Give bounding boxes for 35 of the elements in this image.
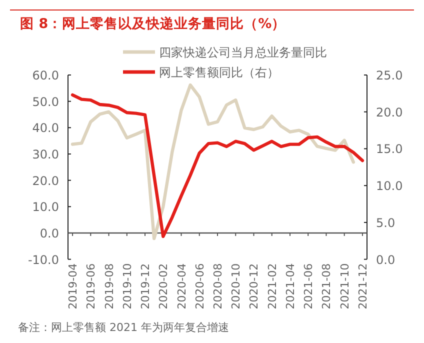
y2-tick-label: 15.0 [376, 142, 403, 156]
y2-tick-label: 5.0 [376, 216, 396, 230]
x-tick-label: 2020-10 [230, 263, 243, 310]
y-tick-label: 50.0 [32, 94, 59, 109]
x-tick-label: 2020-12 [248, 263, 261, 310]
y-tick-label: 60.0 [32, 68, 59, 82]
x-tick-label: 2021-10 [338, 263, 352, 310]
text: 备注：网上零售额 2021 年为两年复合增速 [18, 321, 229, 334]
x-tick-label: 2020-04 [175, 263, 188, 310]
x-tick-label: 2021-06 [302, 263, 316, 310]
x-tick-label: 2021-02 [266, 263, 279, 310]
x-tick-label: 2021-04 [284, 263, 297, 310]
legend-label: 四家快递公司当月总业务量同比 [159, 46, 327, 60]
y-tick-label: -10.0 [28, 252, 59, 267]
x-tick-label: 2020-08 [212, 263, 224, 310]
y2-tick-label: 0.0 [376, 252, 396, 267]
y-tick-label: 20.0 [32, 174, 59, 188]
x-tick-label: 2020-06 [193, 263, 206, 310]
x-tick-label: 2019-12 [139, 263, 152, 310]
x-tick-label: 2021-08 [320, 263, 334, 310]
x-tick-label: 2019-06 [84, 263, 98, 310]
legend-label: 网上零售额同比（右） [159, 66, 279, 80]
x-tick-label: 2019-08 [102, 263, 116, 310]
chart-title: 图 8：网上零售以及快递业务量同比（%） [20, 15, 286, 32]
y2-tick-label: 20.0 [376, 105, 403, 120]
y-tick-label: 0.0 [40, 226, 59, 240]
x-tick-label: 2021-12 [356, 263, 370, 310]
y2-tick-label: 10.0 [376, 179, 403, 194]
y-tick-label: 10.0 [32, 200, 59, 214]
x-tick-label: 2019-04 [66, 263, 80, 310]
y2-tick-label: 25.0 [376, 68, 403, 82]
x-tick-label: 2019-10 [120, 263, 134, 310]
x-tick-label: 2020-02 [157, 263, 170, 310]
y-tick-label: 30.0 [32, 147, 59, 162]
y-tick-label: 40.0 [32, 121, 59, 136]
